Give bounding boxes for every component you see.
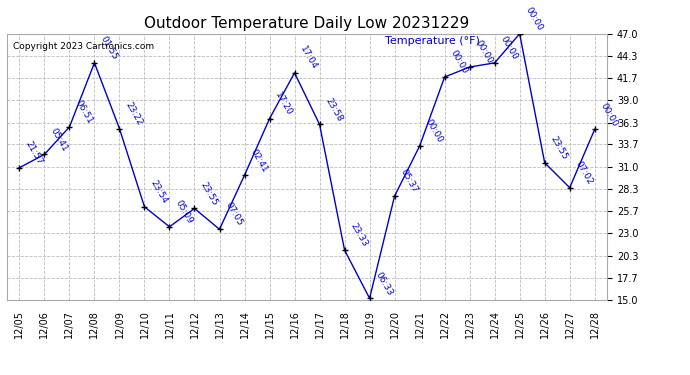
Text: 00:00: 00:00 xyxy=(474,39,495,66)
Text: Copyright 2023 Cartronics.com: Copyright 2023 Cartronics.com xyxy=(13,42,154,51)
Text: 00:00: 00:00 xyxy=(499,34,520,62)
Title: Outdoor Temperature Daily Low 20231229: Outdoor Temperature Daily Low 20231229 xyxy=(144,16,470,31)
Text: 07:02: 07:02 xyxy=(574,159,595,186)
Text: 06:51: 06:51 xyxy=(74,99,95,126)
Text: 23:58: 23:58 xyxy=(324,96,344,123)
Text: 05:37: 05:37 xyxy=(399,168,420,195)
Text: 05:41: 05:41 xyxy=(48,126,69,153)
Text: 23:55: 23:55 xyxy=(199,180,219,207)
Text: 23:55: 23:55 xyxy=(549,135,569,161)
Text: 00:00: 00:00 xyxy=(448,49,469,76)
Text: 23:54: 23:54 xyxy=(148,179,169,206)
Text: 02:41: 02:41 xyxy=(248,147,269,174)
Text: Temperature (°F): Temperature (°F) xyxy=(385,36,480,46)
Text: 23:33: 23:33 xyxy=(348,222,369,249)
Text: 05:09: 05:09 xyxy=(174,198,195,225)
Text: 17:04: 17:04 xyxy=(299,45,319,72)
Text: 17:20: 17:20 xyxy=(274,90,295,117)
Text: 00:00: 00:00 xyxy=(599,101,620,128)
Text: 21:57: 21:57 xyxy=(23,140,44,166)
Text: 00:00: 00:00 xyxy=(524,6,544,32)
Text: 00:00: 00:00 xyxy=(424,118,444,145)
Text: 01:55: 01:55 xyxy=(99,34,119,62)
Text: 07:05: 07:05 xyxy=(224,201,244,228)
Text: 06:33: 06:33 xyxy=(374,270,395,297)
Text: 23:22: 23:22 xyxy=(124,100,144,127)
